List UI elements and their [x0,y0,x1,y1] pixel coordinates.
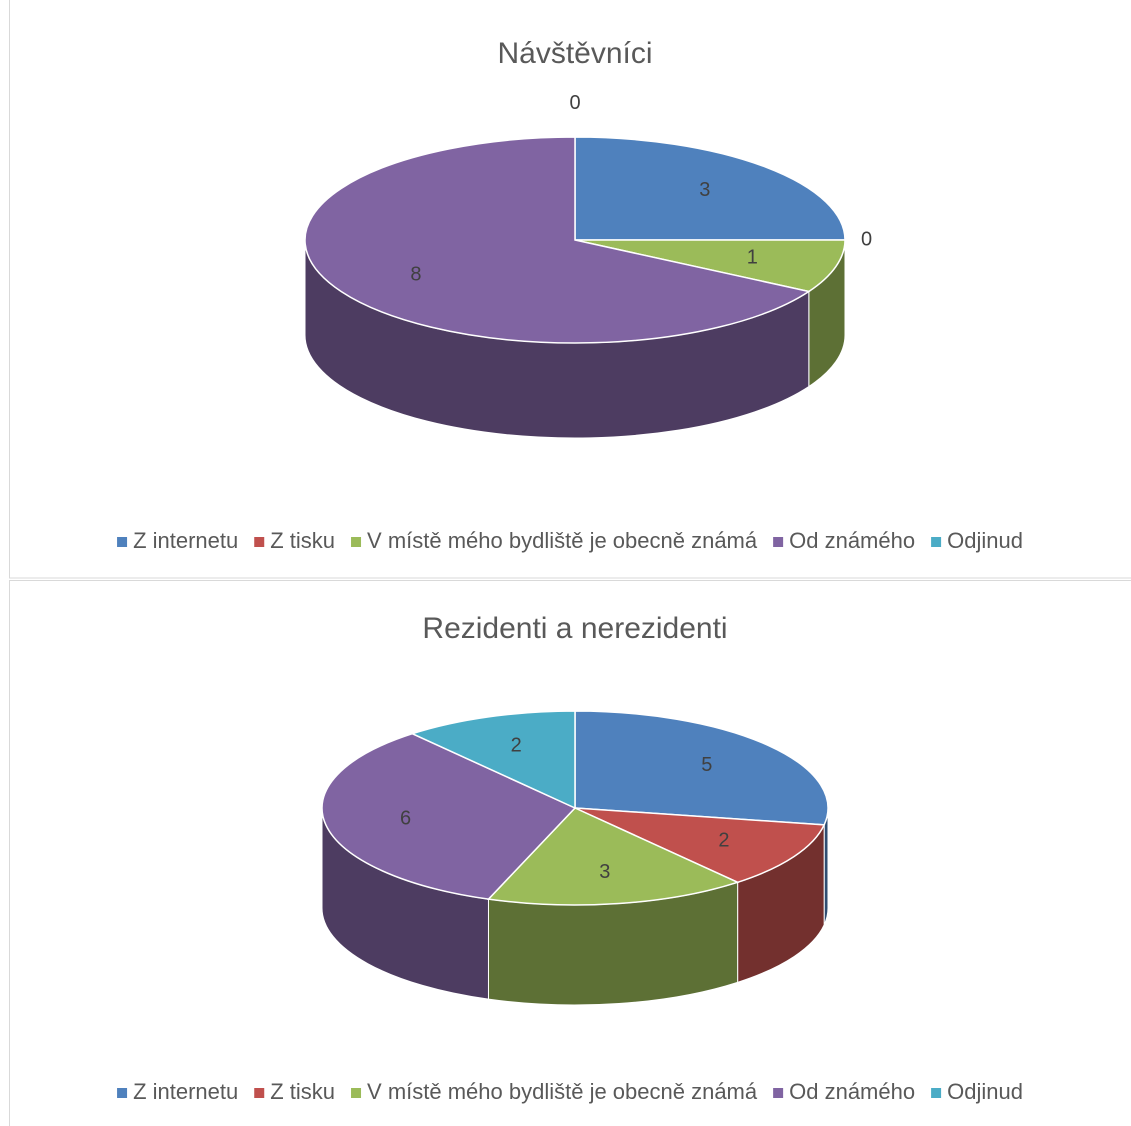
pie-slice [574,807,826,884]
legend-swatch [351,537,362,547]
pie-slice-side [823,807,829,926]
legend-swatch [254,537,265,547]
data-label: 6 [400,808,411,830]
pie-slice [574,136,846,241]
legend-label: Z tisku [270,528,335,553]
data-label: 1 [747,246,758,268]
legend-swatch [117,1088,128,1098]
legend-label: Z tisku [270,1079,335,1104]
legend-swatch [931,1088,942,1098]
pie-slice [321,732,577,900]
chart-title: Rezidenti a nerezidenti [422,612,727,645]
legend-label: V místě mého bydliště je obecně známá [367,528,758,553]
pie-slice [486,807,740,906]
data-label: 5 [701,754,712,776]
pie-slice [410,710,576,810]
legend: Z internetu Z tisku V místě mého bydliště … [117,1079,1023,1104]
legend: Z internetu Z tisku V místě mého bydliště … [117,528,1023,553]
data-label: 0 [861,228,872,250]
data-label: 2 [511,734,522,756]
pie-slice [304,136,811,344]
data-label: 0 [569,92,580,114]
legend-label: Z internetu [133,1079,238,1104]
legend-label: Od známého [789,528,915,553]
legend-swatch [773,1088,784,1098]
legend-label: V místě mého bydliště je obecně známá [367,1079,758,1104]
data-label: 8 [410,263,421,285]
legend-label: Od známého [789,1079,915,1104]
legend-swatch [931,537,942,547]
legend-swatch [351,1088,362,1098]
legend-label: Odjinud [947,528,1023,553]
legend-swatch [254,1088,265,1098]
chart-title: Návštěvníci [497,37,652,70]
legend-label: Z internetu [133,528,238,553]
chart-frame [9,0,1131,579]
pie-slice [574,239,846,293]
legend-label: Odjinud [947,1079,1023,1104]
data-label: 3 [699,179,710,201]
pie-slice [574,710,829,826]
data-label: 2 [718,829,729,851]
legend-swatch [773,537,784,547]
legend-swatch [117,537,128,547]
chart-frame [9,580,1131,1126]
data-label: 3 [599,861,610,883]
